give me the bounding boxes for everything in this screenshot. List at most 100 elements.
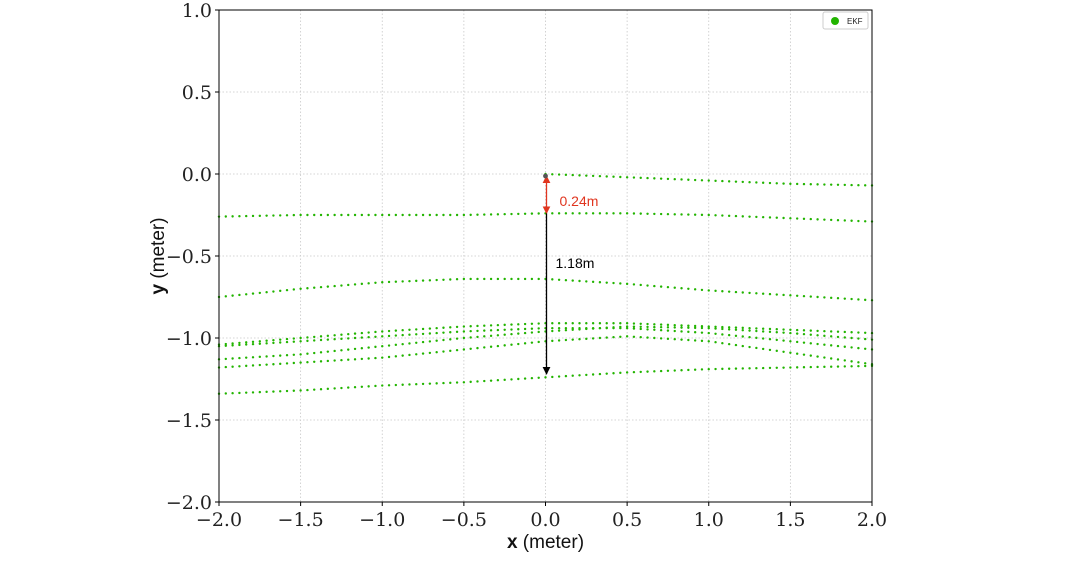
ekf-point — [782, 339, 785, 342]
ekf-point — [625, 176, 629, 179]
ekf-point — [537, 327, 540, 330]
ekf-point — [741, 344, 744, 348]
ekf-point — [530, 331, 534, 334]
ekf-point — [483, 329, 486, 332]
ekf-point — [265, 214, 268, 217]
ekf-point — [231, 342, 234, 345]
ekf-point — [653, 323, 656, 326]
ekf-point — [557, 329, 561, 332]
ekf-point — [816, 355, 819, 358]
ekf-point — [693, 324, 697, 328]
ekf-point — [557, 339, 561, 342]
ekf-point — [714, 289, 717, 293]
ekf-point — [421, 340, 425, 344]
ekf-point — [224, 344, 228, 347]
ekf-point — [741, 367, 744, 370]
ekf-point — [748, 367, 751, 370]
ekf-point — [245, 364, 248, 368]
ekf-point — [285, 340, 289, 344]
ekf-point — [557, 278, 561, 281]
ekf-point — [632, 327, 636, 330]
ekf-point — [646, 325, 649, 329]
ekf-point — [306, 213, 309, 217]
ekf-point — [687, 287, 690, 290]
ekf-point — [231, 392, 234, 395]
ekf-point — [761, 292, 765, 295]
ekf-point — [285, 362, 289, 365]
ekf-point — [347, 337, 350, 340]
ekf-point — [496, 323, 500, 327]
ekf-point — [802, 217, 806, 221]
ekf-point — [659, 285, 663, 288]
ekf-point — [394, 329, 398, 332]
ekf-point — [306, 352, 309, 355]
ekf-point — [802, 182, 806, 186]
ekf-point — [306, 287, 309, 290]
ekf-point — [666, 329, 670, 332]
ekf-point — [360, 336, 364, 339]
ekf-point — [707, 331, 710, 335]
ekf-point — [700, 326, 704, 330]
ekf-point — [347, 332, 350, 336]
ekf-point — [605, 336, 608, 339]
ekf-point — [517, 323, 520, 326]
ekf-point — [666, 177, 670, 181]
ekf-point — [850, 183, 853, 187]
ekf-point — [802, 366, 806, 369]
ekf-point — [727, 333, 731, 337]
ekf-point — [319, 351, 323, 354]
ekf-point — [394, 343, 398, 347]
ekf-point — [836, 297, 840, 300]
ekf-point — [387, 334, 391, 338]
ekf-point — [789, 366, 792, 369]
ekf-point — [639, 212, 642, 215]
ekf-point — [387, 213, 391, 217]
ekf-point — [394, 213, 398, 217]
ekf-point — [394, 334, 398, 337]
ekf-point — [823, 356, 826, 359]
ekf-point — [306, 339, 309, 343]
ekf-point — [775, 216, 778, 219]
ekf-point — [585, 337, 588, 341]
ekf-point — [387, 344, 391, 347]
ekf-point — [836, 335, 840, 339]
x-axis-label-symbol: x — [507, 532, 518, 553]
ekf-point — [258, 340, 262, 343]
ekf-point — [755, 215, 758, 219]
ekf-point — [442, 213, 445, 217]
ekf-point — [836, 344, 840, 348]
ekf-point — [741, 291, 744, 294]
ekf-point — [435, 382, 438, 385]
ekf-point — [829, 335, 833, 338]
ekf-point — [272, 290, 275, 293]
ekf-point — [632, 283, 636, 286]
ekf-point — [748, 181, 751, 184]
ekf-point — [401, 354, 404, 357]
ekf-point — [285, 288, 289, 292]
ekf-point — [408, 333, 411, 336]
ekf-point — [816, 295, 819, 299]
legend-label-ekf: EKF — [847, 17, 863, 26]
ekf-point — [591, 212, 595, 215]
ekf-point — [782, 350, 785, 354]
ekf-point — [265, 339, 268, 342]
ekf-point — [666, 285, 670, 289]
ekf-point — [809, 354, 812, 357]
ekf-point — [299, 336, 302, 340]
ekf-point — [245, 343, 248, 346]
ekf-point — [625, 325, 629, 328]
ekf-point — [326, 213, 330, 217]
ekf-point — [496, 213, 500, 216]
legend-swatch-ekf — [831, 17, 839, 25]
ekf-point — [734, 290, 738, 294]
ekf-point — [340, 333, 343, 336]
ekf-point — [231, 357, 234, 360]
ekf-point — [503, 212, 506, 216]
ekf-point — [238, 356, 241, 360]
ekf-point — [258, 342, 262, 345]
y-tick-label: 0.5 — [182, 82, 212, 104]
ekf-point — [809, 295, 812, 298]
ekf-point — [469, 336, 472, 339]
ekf-point — [761, 366, 765, 370]
ekf-point — [693, 288, 697, 291]
